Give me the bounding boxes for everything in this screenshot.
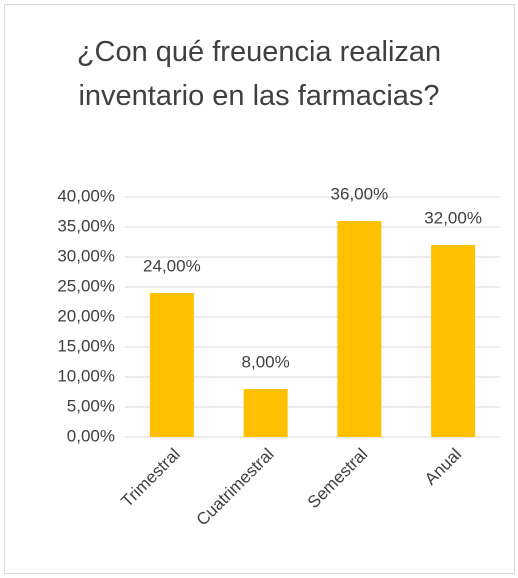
value-label: 32,00% xyxy=(424,208,482,227)
bar xyxy=(149,293,194,437)
chart-border xyxy=(4,4,515,574)
y-tick-label: 15,00% xyxy=(57,336,115,355)
bar xyxy=(431,245,476,437)
value-label: 8,00% xyxy=(242,352,290,371)
y-tick-label: 0,00% xyxy=(67,426,115,445)
bar xyxy=(243,389,288,437)
y-tick-label: 40,00% xyxy=(57,186,115,205)
y-tick-label: 35,00% xyxy=(57,216,115,235)
chart-title: ¿Con qué freuencia realizan inventario e… xyxy=(76,36,442,112)
y-tick-label: 30,00% xyxy=(57,246,115,265)
bar xyxy=(337,221,382,437)
y-tick-label: 25,00% xyxy=(57,276,115,295)
y-tick-label: 10,00% xyxy=(57,366,115,385)
y-tick-label: 5,00% xyxy=(67,396,115,415)
y-tick-label: 20,00% xyxy=(57,306,115,325)
value-label: 24,00% xyxy=(143,256,201,275)
value-label: 36,00% xyxy=(331,184,389,203)
